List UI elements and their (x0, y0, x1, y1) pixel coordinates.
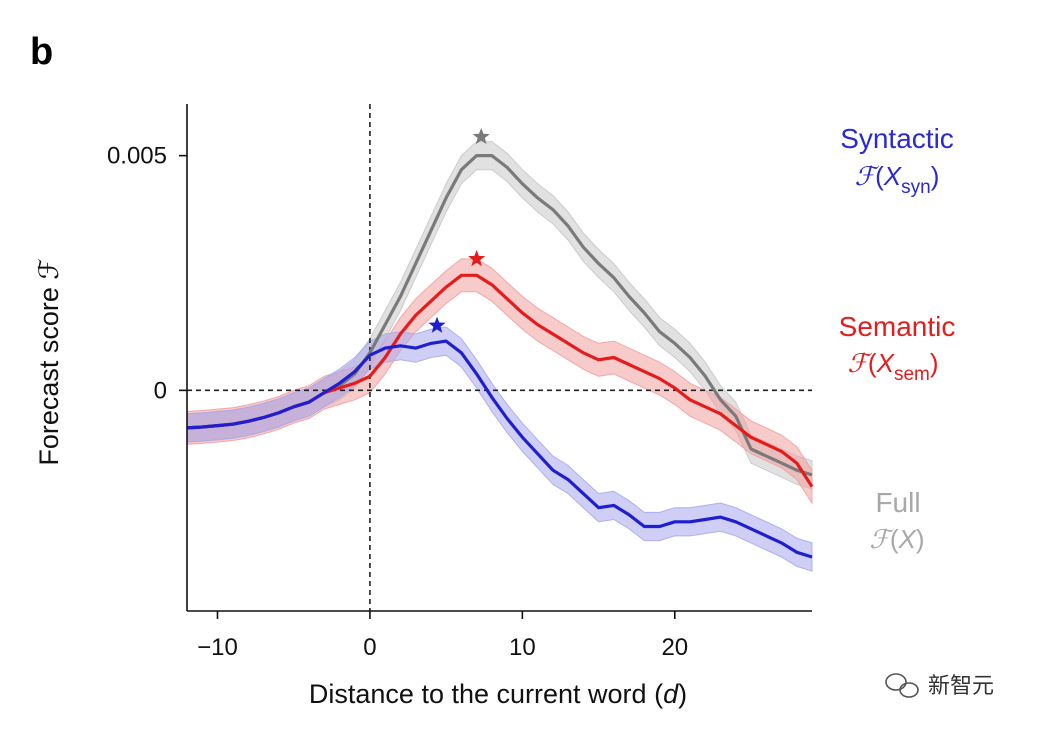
watermark-text: 新智元 (928, 673, 994, 698)
panel-label: b (30, 31, 53, 73)
legend-formula-semantic: ℱ(Xsem) (847, 348, 938, 385)
legend-entry-syntactic: Syntactic ℱ(Xsyn) (840, 123, 954, 198)
x-tick-label: 0 (363, 634, 376, 661)
x-axis-label-part: Distance to the current word ( (309, 679, 663, 709)
x-axis-label: Distance to the current word (d) (309, 679, 687, 709)
legend-formula-full: ℱ(X) (869, 524, 924, 555)
y-axis-label: Forecast score ℱ (34, 258, 64, 465)
y-tick-label: 0 (154, 377, 167, 404)
peak-star-syntactic (428, 316, 446, 333)
y-tick-label: 0.005 (107, 143, 167, 170)
series-lines (186, 154, 814, 559)
legend: Syntactic ℱ(Xsyn) Semantic ℱ(Xsem) Full … (839, 123, 956, 555)
x-axis-label-variable: d (663, 679, 679, 709)
legend-entry-full: Full ℱ(X) (869, 487, 924, 555)
peak-star-full (472, 127, 490, 145)
y-axis-ticks: 0 0.005 (107, 143, 187, 404)
confidence-band-semantic (186, 258, 813, 505)
legend-name-full: Full (875, 487, 920, 518)
axes: −10 0 10 20 0 0.005 (107, 104, 812, 661)
confidence-band-full (186, 141, 813, 490)
confidence-bands (186, 141, 813, 572)
confidence-band-syntactic (186, 326, 813, 572)
legend-name-semantic: Semantic (839, 311, 956, 342)
plot-area (186, 104, 814, 611)
legend-formula-syntactic: ℱ(Xsyn) (855, 161, 940, 198)
x-tick-label: 10 (509, 634, 536, 661)
watermark: 新智元 (885, 673, 994, 698)
peak-markers (428, 127, 490, 333)
x-axis-ticks: −10 0 10 20 (197, 611, 688, 661)
x-tick-label: 20 (661, 634, 688, 661)
legend-name-syntactic: Syntactic (840, 123, 954, 154)
x-tick-label: −10 (197, 634, 238, 661)
series-line-syntactic (186, 339, 813, 559)
wechat-icon (885, 673, 919, 698)
peak-star-semantic (468, 249, 486, 267)
x-axis-label-part: ) (678, 679, 687, 709)
reference-lines (187, 104, 812, 611)
legend-entry-semantic: Semantic ℱ(Xsem) (839, 311, 956, 385)
